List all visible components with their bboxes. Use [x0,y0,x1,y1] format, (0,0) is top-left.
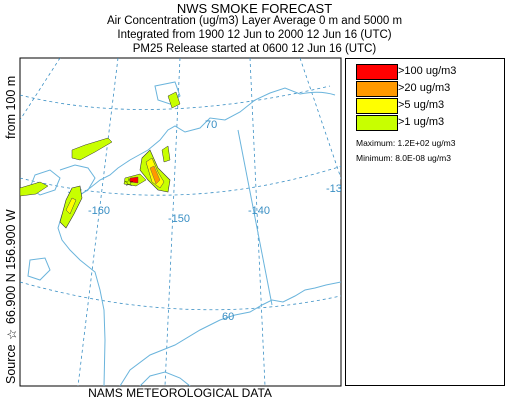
meteorological-data-footer: NAMS METEOROLOGICAL DATA [88,386,272,400]
smoke-plumes [20,91,181,229]
plume-arctic [167,91,181,109]
border-line [237,129,273,306]
legend-panel: >100 ug/m3 >20 ug/m3 >5 ug/m3 >1 ug/m3 M… [345,58,505,386]
map-title: NWS SMOKE FORECAST [176,1,333,16]
map-frame [19,57,342,387]
longitude-label: -160 [88,205,110,217]
source-star-marker: ☆ [124,177,134,189]
map-subtitle-release: PM25 Release started at 0600 12 Jun 16 (… [132,43,377,55]
plume-west-strip [71,137,113,161]
latitude-gridlines [20,85,341,311]
longitude-label: -140 [248,205,270,217]
latitude-label: 60 [222,311,234,323]
map-subtitle-concentration: Air Concentration (ug/m3) Layer Average … [106,15,403,27]
legend-swatch [356,81,398,97]
legend-minimum: Minimum: 8.0E-08 ug/m3 [356,153,451,163]
map-subtitle-integration: Integrated from 1900 12 Jun to 2000 12 J… [117,29,392,41]
legend-swatch [356,115,398,131]
legend-label: >100 ug/m3 [398,65,457,77]
plume-north [161,145,171,163]
legend-swatch [356,98,398,114]
longitude-label: -150 [168,213,190,225]
longitude-gridlines [20,58,341,386]
longitude-label: -130 [326,183,348,195]
plume-far-west [20,181,49,197]
legend-label: >1 ug/m3 [398,116,445,128]
legend-label: >5 ug/m3 [398,99,445,111]
legend-label: >20 ug/m3 [398,82,451,94]
plume-source-core [129,176,139,184]
latitude-label: 70 [205,119,217,131]
legend-swatch [356,64,398,80]
plume-southwest-inner [65,197,77,215]
legend-maximum: Maximum: 1.2E+02 ug/m3 [356,138,456,148]
plume-main-inner [149,165,161,185]
